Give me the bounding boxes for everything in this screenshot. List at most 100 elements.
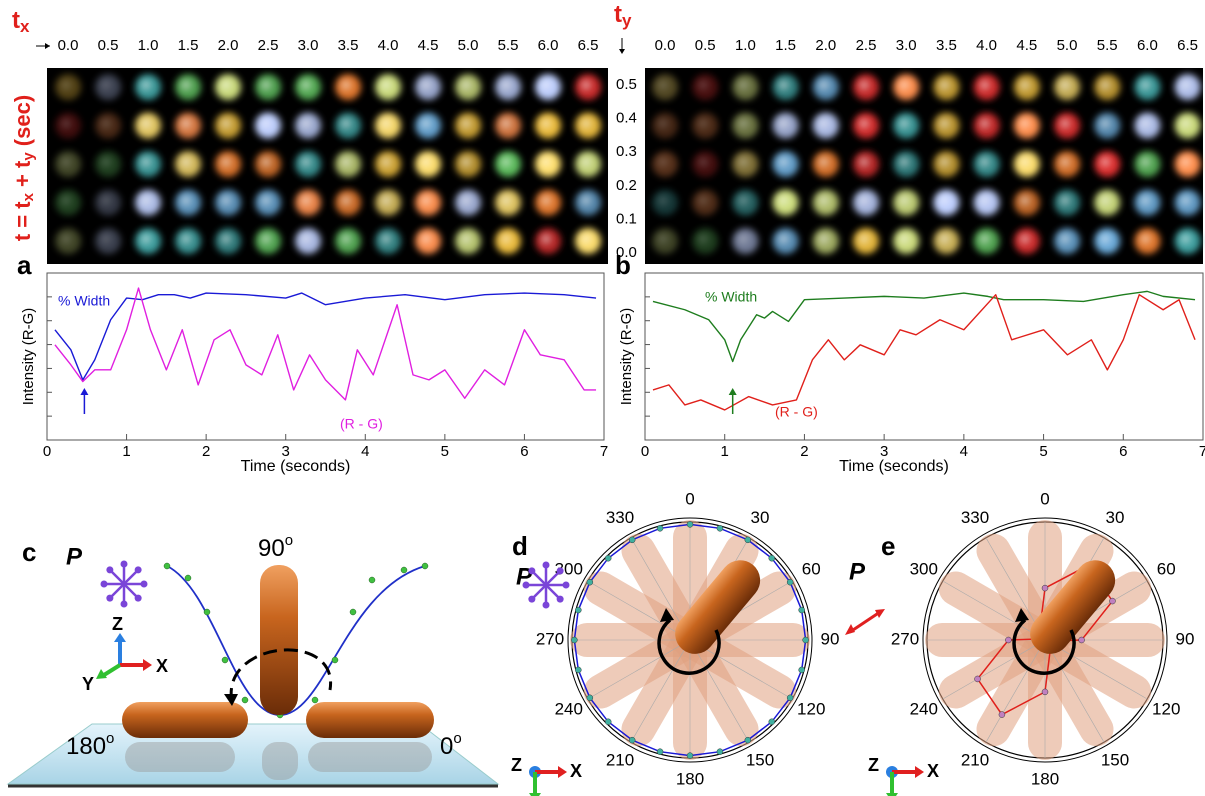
particle-core — [698, 119, 708, 129]
polarizer-tip — [563, 582, 570, 589]
particle-core — [381, 157, 391, 167]
particle-core — [421, 80, 431, 90]
particle-core — [1060, 234, 1070, 244]
particle-core — [859, 196, 869, 206]
column-label: 0.5 — [98, 37, 119, 54]
z-axis-label: Z — [112, 614, 123, 634]
particle-core — [738, 157, 748, 167]
polarizer-tip — [557, 567, 564, 574]
polar-point — [571, 637, 577, 643]
angle-tick-label: 90 — [1176, 629, 1195, 648]
rod-90 — [260, 565, 298, 715]
angle-tick-label: 150 — [1101, 751, 1129, 770]
particle-core — [541, 119, 551, 129]
particle-core — [581, 234, 591, 244]
particle-core — [1020, 196, 1030, 206]
particle-core — [261, 119, 271, 129]
x-tick-label: 2 — [800, 443, 808, 460]
polarizer-arrowhead — [845, 624, 855, 635]
column-label: 5.0 — [1057, 37, 1078, 54]
particle-core — [181, 119, 191, 129]
particle-core — [501, 196, 511, 206]
particle-core — [221, 119, 231, 129]
particle-core — [541, 157, 551, 167]
particle-core — [141, 196, 151, 206]
particle-core — [1140, 80, 1150, 90]
polar-point — [803, 637, 809, 643]
particle-core — [1181, 80, 1191, 90]
particle-core — [581, 157, 591, 167]
particle-core — [980, 234, 990, 244]
tx-label: tx — [12, 7, 30, 36]
particle-core — [980, 157, 990, 167]
polar-point — [787, 579, 793, 585]
particle-core — [381, 119, 391, 129]
particle-core — [101, 234, 111, 244]
polar-point — [717, 749, 723, 755]
rod-180 — [122, 702, 248, 738]
angle-tick-label: 0 — [685, 489, 694, 508]
ty-label: ty — [614, 1, 632, 30]
angle-value: 90 — [258, 535, 285, 562]
polar-point — [769, 555, 775, 561]
particle-core — [221, 196, 231, 206]
particle-core — [1060, 119, 1070, 129]
particle-core — [1100, 234, 1110, 244]
particle-core — [1140, 119, 1150, 129]
angle-tick-label: 270 — [536, 629, 564, 648]
angle-tick-label: 90 — [821, 629, 840, 648]
particle-core — [101, 196, 111, 206]
particle-core — [461, 196, 471, 206]
z-axis-label: Z — [868, 755, 879, 775]
particle-core — [1100, 80, 1110, 90]
particle-core — [698, 157, 708, 167]
z-axis-label: Z — [511, 755, 522, 775]
x-axis-head — [915, 766, 924, 778]
x-axis-label: X — [927, 761, 939, 781]
polar-point — [687, 753, 693, 759]
z-axis-head — [114, 633, 126, 642]
polar-point — [745, 537, 751, 543]
series-line — [55, 293, 596, 380]
polar-point — [575, 667, 581, 673]
angle-tick-label: 150 — [746, 751, 774, 770]
time-label-part: (sec) — [10, 95, 35, 152]
particle-core — [421, 234, 431, 244]
column-label: 2.5 — [856, 37, 877, 54]
particle-core — [1100, 157, 1110, 167]
particle-core — [819, 119, 829, 129]
polar-point — [575, 607, 581, 613]
curve-dot — [332, 657, 338, 663]
angle-tick-label: 180 — [676, 769, 704, 788]
polarizer-tip — [543, 602, 550, 609]
polar-point — [605, 555, 611, 561]
particle-core — [341, 157, 351, 167]
x-tick-label: 7 — [1199, 443, 1205, 460]
particle-core — [1140, 234, 1150, 244]
polarizer-tip — [106, 566, 113, 573]
polarizer-tip — [543, 562, 550, 569]
polar-point — [1079, 637, 1085, 643]
angle-tick-label: 330 — [961, 508, 989, 527]
angle-tick-label: 240 — [910, 699, 938, 718]
polarizer-tip — [528, 567, 535, 574]
particle-core — [181, 157, 191, 167]
annotation-arrowhead — [80, 388, 88, 395]
polarizer-tip — [121, 561, 128, 568]
particle-core — [698, 80, 708, 90]
polar-point — [629, 537, 635, 543]
x-axis-label: X — [570, 761, 582, 781]
particle-core — [381, 80, 391, 90]
particle-core — [738, 234, 748, 244]
reflection — [308, 742, 432, 772]
curve-dot — [369, 577, 375, 583]
polar-point — [657, 525, 663, 531]
x-tick-label: 5 — [441, 443, 449, 460]
particle-core — [301, 80, 311, 90]
column-label: 6.5 — [578, 37, 599, 54]
angle-tick-label: 30 — [751, 508, 770, 527]
polar-point — [1005, 637, 1011, 643]
particle-core — [141, 234, 151, 244]
column-label: 3.0 — [896, 37, 917, 54]
particle-core — [1020, 80, 1030, 90]
